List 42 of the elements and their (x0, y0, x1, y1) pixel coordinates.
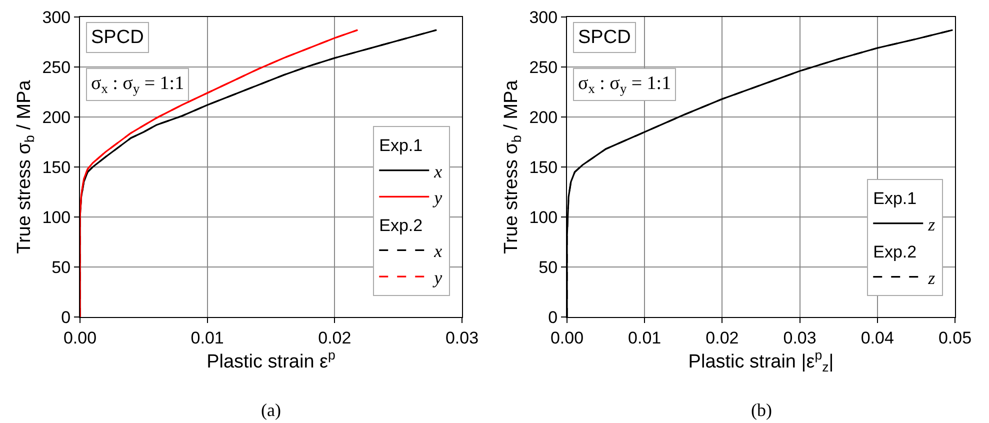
x-tick-label: 0.00 (63, 328, 97, 348)
annotation: SPCD (578, 27, 631, 48)
x-tick-label: 0.04 (860, 328, 894, 348)
legend-label: z (927, 268, 936, 288)
y-tick-label: 150 (529, 158, 558, 177)
y-tick-label: 300 (529, 8, 558, 27)
annotation: σ$_{x}$ : σ$_{y}$ = 1:1 (91, 73, 184, 96)
text: (a) (261, 400, 281, 420)
legend-label: z (927, 214, 936, 234)
y-tick-label: 250 (529, 58, 558, 77)
x-tick-label: 0.05 (938, 328, 972, 348)
y-tick-label: 150 (42, 158, 71, 177)
y-tick-label: 50 (52, 258, 71, 277)
x-tick-label: 0.03 (445, 328, 479, 348)
y-tick-label: 300 (42, 8, 71, 27)
y-tick-label: 50 (538, 258, 558, 277)
x-tick-label: 0.01 (628, 328, 662, 348)
x-tick-label: 0.02 (706, 328, 739, 348)
y-tick-label: 200 (529, 108, 558, 127)
annotation: Exp.2 (873, 242, 917, 262)
x-tick-label: 0.02 (318, 328, 352, 348)
x-axis-title: Plastic strain |ε$^{p}$$_{z}$| (688, 347, 834, 374)
y-tick-label: 100 (42, 208, 71, 227)
legend-label: x (433, 241, 442, 262)
y-tick-label: 100 (529, 208, 558, 227)
annotation: SPCD (91, 27, 144, 48)
y-tick-label: 0 (548, 308, 558, 327)
x-axis-title: Plastic strain ε$^{p}$ (206, 347, 336, 372)
y-tick-label: 200 (42, 108, 71, 127)
annotation: Exp.2 (379, 216, 423, 236)
annotation: Exp.1 (873, 189, 917, 208)
y-tick-label: 250 (42, 58, 71, 77)
annotation: σ$_{x}$ : σ$_{y}$ = 1:1 (578, 73, 672, 96)
x-tick-label: 0.00 (550, 328, 584, 348)
text: (b) (751, 400, 772, 420)
legend-label: y (432, 268, 442, 288)
x-tick-label: 0.03 (783, 328, 816, 348)
annotation: Exp.1 (379, 136, 423, 156)
y-tick-label: 0 (61, 308, 71, 327)
legend-label: x (433, 161, 442, 182)
legend-label: y (432, 188, 442, 208)
x-tick-label: 0.01 (190, 328, 224, 348)
